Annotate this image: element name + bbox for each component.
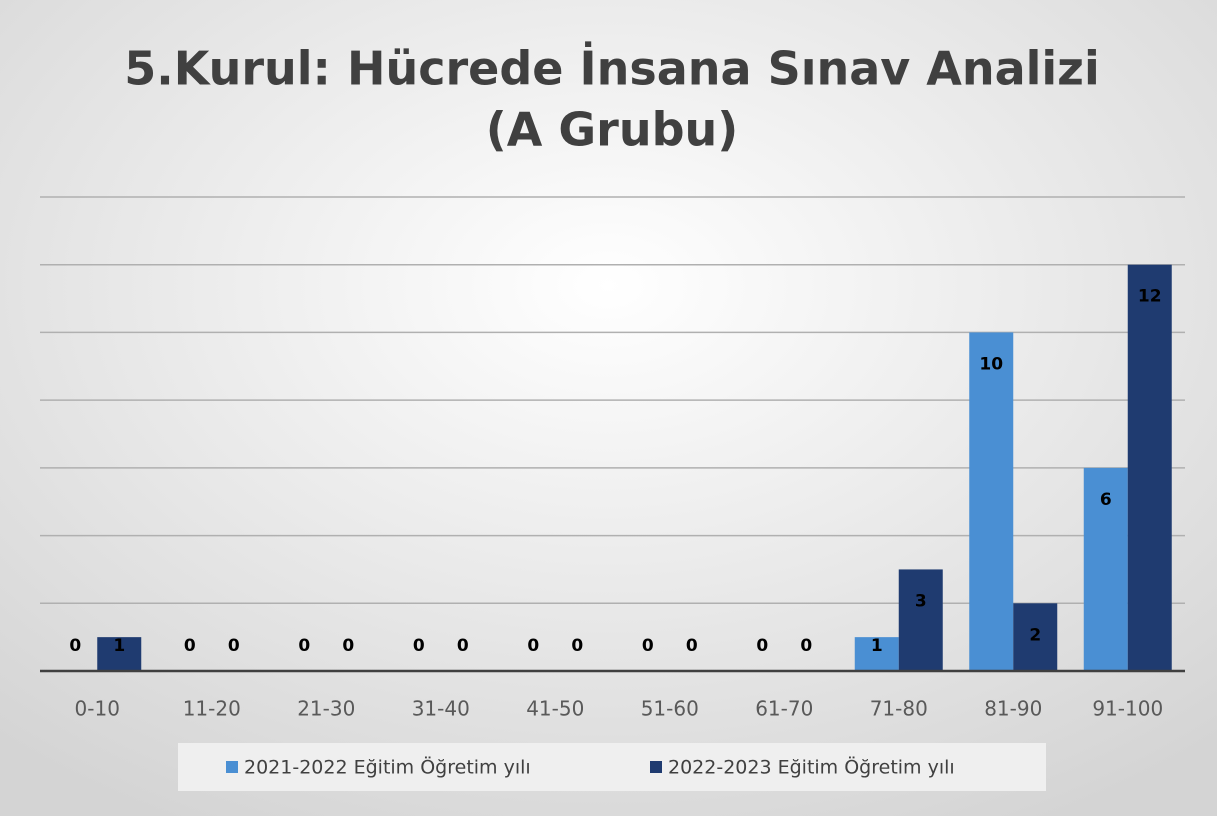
chart-subtitle: (A Grubu) — [486, 103, 739, 157]
data-label: 3 — [915, 591, 927, 611]
x-tick-label: 11-20 — [183, 697, 241, 721]
x-tick-label: 31-40 — [412, 697, 470, 721]
data-label: 0 — [756, 636, 768, 656]
data-label: 0 — [413, 636, 425, 656]
x-tick-label: 21-30 — [297, 697, 355, 721]
x-tick-label: 71-80 — [870, 697, 928, 721]
chart-title: 5.Kurul: Hücrede İnsana Sınav Analizi — [124, 42, 1099, 96]
x-tick-label: 61-70 — [755, 697, 813, 721]
data-label: 0 — [571, 636, 583, 656]
x-tick-label: 81-90 — [984, 697, 1042, 721]
data-label: 12 — [1138, 287, 1162, 307]
legend-box — [178, 743, 1046, 791]
data-label: 6 — [1100, 490, 1112, 510]
data-label: 2 — [1029, 625, 1041, 645]
x-tick-label: 0-10 — [75, 697, 120, 721]
data-label: 1 — [113, 636, 125, 656]
legend-label: 2022-2023 Eğitim Öğretim yılı — [668, 756, 955, 779]
bar — [1013, 603, 1058, 671]
data-label: 0 — [298, 636, 310, 656]
data-label: 0 — [686, 636, 698, 656]
bar — [1083, 467, 1128, 671]
data-label: 0 — [184, 636, 196, 656]
bar — [1127, 264, 1172, 671]
data-label: 0 — [228, 636, 240, 656]
data-label: 0 — [642, 636, 654, 656]
bar — [898, 569, 943, 671]
x-tick-label: 41-50 — [526, 697, 584, 721]
data-label: 0 — [69, 636, 81, 656]
x-tick-label: 91-100 — [1092, 697, 1163, 721]
bar — [969, 332, 1014, 671]
data-label: 1 — [871, 636, 883, 656]
bar — [97, 637, 142, 671]
legend-swatch — [226, 761, 238, 773]
data-label: 0 — [342, 636, 354, 656]
bar — [854, 637, 899, 671]
data-label: 0 — [527, 636, 539, 656]
x-tick-label: 51-60 — [641, 697, 699, 721]
data-label: 10 — [979, 354, 1003, 374]
legend-label: 2021-2022 Eğitim Öğretim yılı — [244, 756, 531, 779]
data-label: 0 — [457, 636, 469, 656]
data-label: 0 — [800, 636, 812, 656]
legend-swatch — [650, 761, 662, 773]
